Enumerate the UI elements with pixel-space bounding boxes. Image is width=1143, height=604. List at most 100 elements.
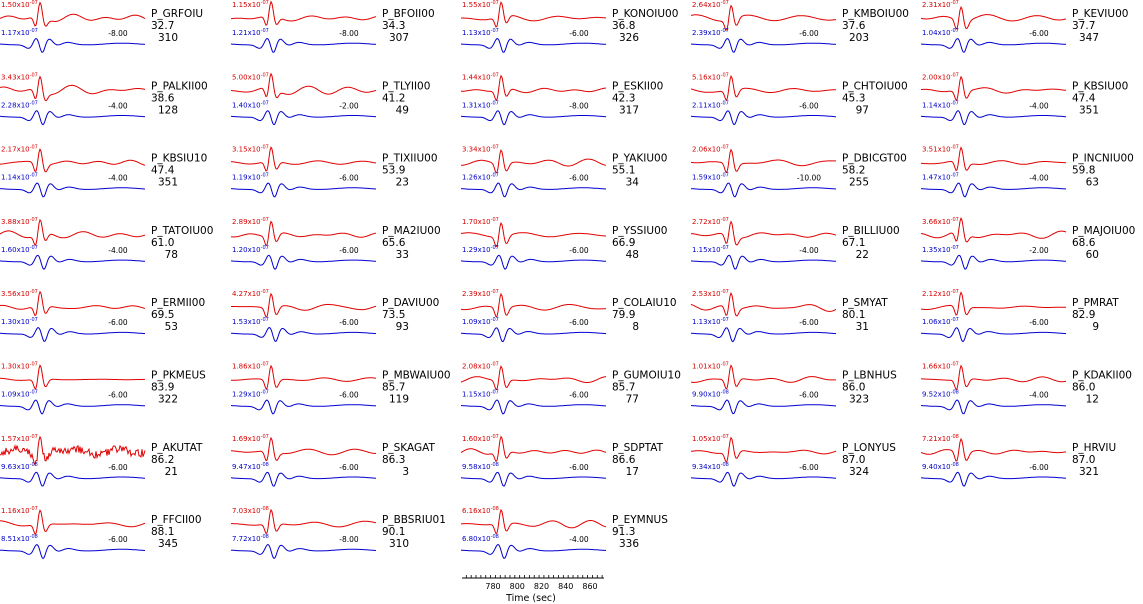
synthetic-amplitude-label: 1.04x10-07 [922, 28, 959, 37]
synthetic-amplitude-label: 1.13x10-07 [692, 317, 729, 326]
observed-trace [461, 74, 606, 101]
time-shift-label: -6.00 [569, 391, 589, 400]
observed-trace [230, 72, 377, 99]
station-name: P_SKAGAT [382, 442, 435, 454]
station-distance: 86.2 [151, 454, 174, 466]
observed-amplitude-label: 3.56x10-07 [1, 289, 38, 298]
observed-trace [460, 435, 607, 463]
synthetic-trace [920, 110, 1066, 126]
station-distance: 79.9 [612, 309, 635, 321]
station-name: P_PMRAT [1072, 297, 1119, 309]
synthetic-amplitude-label: 9.52x10-08 [922, 390, 959, 399]
observed-amplitude-label: 1.57x10-07 [1, 434, 38, 443]
station-panel: 3.15x10-07 1.19x10-07 -6.00 P_TIXIIU0053.92… [230, 145, 438, 198]
synthetic-amplitude-label: 1.09x10-07 [1, 390, 38, 399]
time-shift-label: -6.00 [339, 318, 359, 327]
synthetic-trace [920, 38, 1067, 53]
observed-trace [690, 74, 836, 101]
station-azimuth: 60 [1086, 249, 1099, 261]
synthetic-amplitude-label: 1.14x10-07 [1, 173, 38, 182]
synthetic-amplitude-label: 1.09x10-07 [462, 317, 499, 326]
observed-amplitude-label: 1.55x10-07 [462, 0, 499, 9]
station-azimuth: 8 [632, 321, 639, 333]
synthetic-trace [690, 399, 836, 415]
synthetic-trace [230, 399, 377, 415]
station-distance: 86.0 [842, 382, 865, 394]
synthetic-trace [920, 182, 1067, 198]
observed-amplitude-label: 2.17x10-07 [1, 145, 38, 154]
station-distance: 55.1 [612, 165, 635, 177]
time-shift-label: -6.00 [1029, 29, 1049, 38]
synthetic-trace [230, 110, 377, 126]
station-panel: 1.16x10-07 8.51x10-08 -6.00 P_FFCII0088.134… [0, 506, 202, 560]
synthetic-amplitude-label: 9.47x10-08 [232, 462, 269, 471]
station-azimuth: 17 [626, 466, 639, 478]
synthetic-amplitude-label: 2.39x10-07 [692, 28, 729, 37]
synthetic-amplitude-label: 1.15x10-07 [462, 390, 499, 399]
station-distance: 61.0 [151, 237, 174, 249]
station-name: P_PKMEUS [151, 370, 206, 382]
observed-trace [0, 509, 146, 535]
time-shift-label: -6.00 [339, 391, 359, 400]
station-name: P_INCNIU00 [1072, 153, 1134, 165]
time-shift-label: -6.00 [339, 174, 359, 183]
time-shift-label: -4.00 [1029, 101, 1049, 110]
station-azimuth: 77 [626, 394, 639, 406]
time-shift-label: -6.00 [799, 29, 819, 38]
time-shift-label: -2.00 [339, 101, 359, 110]
synthetic-trace [0, 327, 146, 342]
time-shift-label: -6.00 [799, 463, 819, 472]
station-azimuth: 78 [165, 249, 178, 261]
synthetic-amplitude-label: 2.11x10-07 [692, 100, 729, 109]
observed-amplitude-label: 3.88x10-07 [1, 217, 38, 226]
synthetic-amplitude-label: 1.31x10-07 [462, 100, 499, 109]
station-distance: 85.7 [382, 382, 405, 394]
station-name: P_GRFOIU [151, 8, 203, 20]
station-azimuth: 22 [856, 249, 869, 261]
observed-trace [230, 220, 377, 247]
observed-trace [920, 5, 1067, 30]
time-axis-title: Time (sec) [505, 593, 556, 604]
observed-amplitude-label: 1.30x10-07 [1, 362, 38, 371]
station-name: P_MA2IU00 [382, 225, 441, 237]
station-azimuth: 128 [158, 104, 178, 116]
station-panel: 1.66x10-07 9.52x10-08 -4.00 P_KDAKII0086.01… [920, 362, 1132, 415]
synthetic-amplitude-label: 1.35x10-07 [922, 245, 959, 254]
station-azimuth: 351 [158, 177, 178, 189]
observed-amplitude-label: 1.44x10-07 [462, 72, 499, 81]
station-distance: 85.7 [612, 382, 635, 394]
station-distance: 42.3 [612, 92, 635, 104]
time-shift-label: -6.00 [799, 318, 819, 327]
synthetic-amplitude-label: 1.53x10-07 [232, 317, 269, 326]
station-distance: 41.2 [382, 92, 405, 104]
station-azimuth: 345 [158, 538, 178, 550]
station-distance: 86.3 [382, 454, 405, 466]
station-panel: 5.16x10-07 2.11x10-07 -6.00 P_CHTOIU0045.39… [690, 72, 908, 126]
station-distance: 90.1 [382, 526, 405, 538]
synthetic-amplitude-label: 1.20x10-07 [232, 245, 269, 254]
synthetic-amplitude-label: 1.30x10-07 [1, 317, 38, 326]
station-azimuth: 310 [389, 538, 409, 550]
observed-amplitude-label: 7.03x10-08 [232, 506, 269, 515]
synthetic-trace [460, 471, 607, 487]
station-name: P_MAJOIU00 [1072, 225, 1135, 237]
station-distance: 37.7 [1072, 20, 1095, 32]
station-azimuth: 321 [1079, 466, 1099, 478]
time-shift-label: -6.00 [569, 463, 589, 472]
time-shift-label: -6.00 [799, 391, 819, 400]
synthetic-trace [460, 254, 607, 270]
synthetic-trace [0, 37, 146, 53]
time-shift-label: -8.00 [339, 535, 359, 544]
station-name: P_DBICGT00 [842, 153, 907, 165]
observed-trace [460, 508, 607, 535]
synthetic-amplitude-label: 1.59x10-07 [692, 173, 729, 182]
observed-amplitude-label: 1.50x10-07 [1, 0, 38, 9]
station-name: P_DAVIU00 [382, 297, 439, 309]
station-azimuth: 9 [1092, 321, 1099, 333]
station-distance: 87.0 [1072, 454, 1095, 466]
synthetic-trace [0, 254, 146, 270]
station-azimuth: 48 [626, 249, 639, 261]
